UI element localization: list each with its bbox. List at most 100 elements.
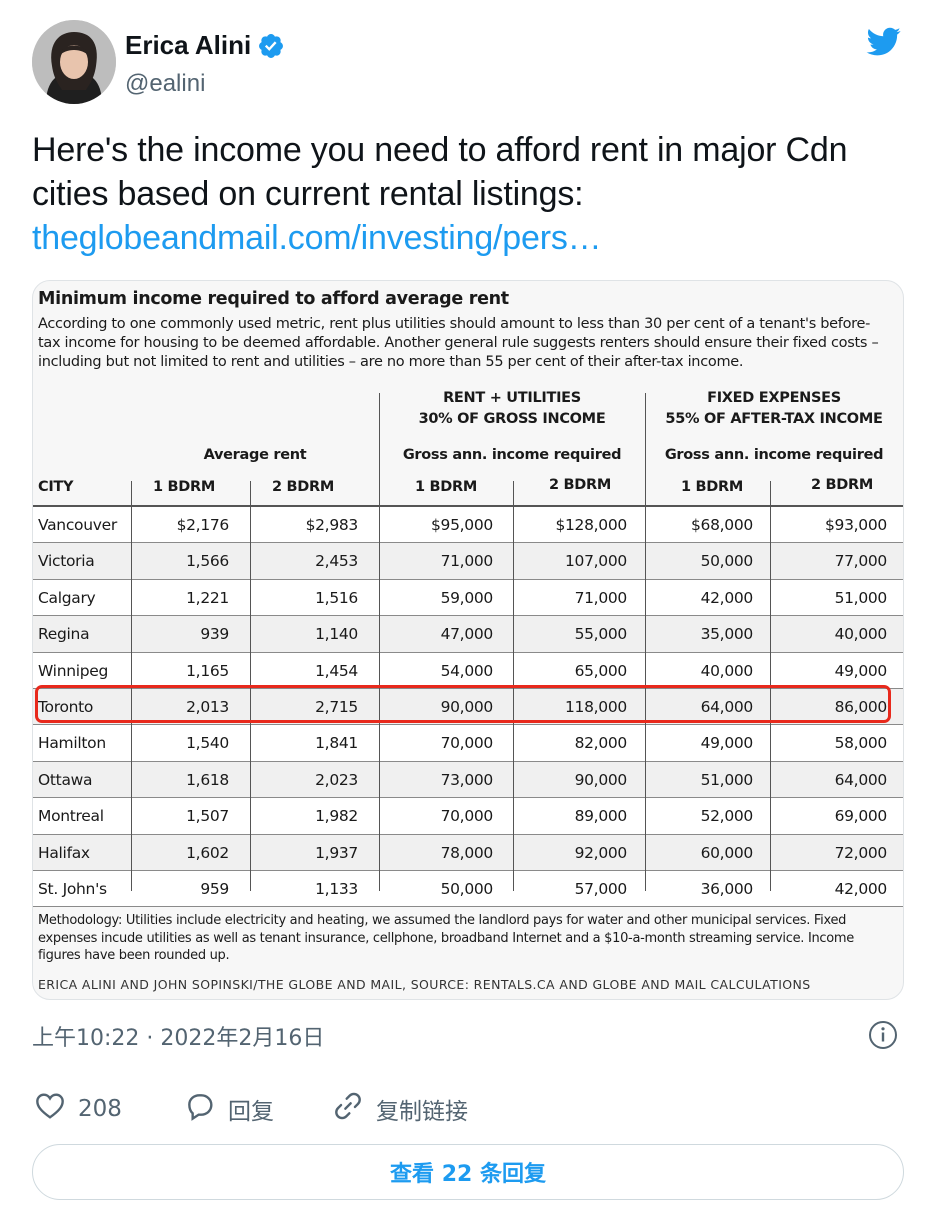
value-cell: 1,221 (186, 588, 229, 607)
value-cell: 51,000 (700, 770, 754, 789)
colhdr-rent-2bdrm: 2 BDRM (272, 479, 335, 495)
value-cell: 2,453 (315, 552, 358, 571)
copy-link-button[interactable]: 复制链接 (332, 1090, 468, 1128)
tweet-timestamp[interactable]: 上午10:22 · 2022年2月16日 (32, 1026, 325, 1051)
value-cell: 2,013 (186, 698, 229, 716)
city-cell: Calgary (38, 588, 96, 607)
table-row: Toronto 2,013 2,715 90,000 118,000 64,000 86,0… (33, 689, 903, 726)
subheader-average-rent: Average rent (203, 447, 307, 463)
city-cell: St. John's (38, 880, 107, 898)
author-name[interactable]: Erica Alini (125, 30, 252, 60)
value-cell: 71,000 (440, 552, 494, 571)
table-row: St. John's 959 1,133 50,000 57,000 36,000 42,0… (33, 871, 903, 908)
group-header-rent-utilities: RENT + UTILITIES 30% OF GROSS INCOME (379, 388, 645, 430)
tweet-media-image[interactable]: Minimum income required to afford averag… (32, 280, 904, 1000)
value-cell: 64,000 (834, 770, 888, 789)
city-cell: Halifax (38, 843, 90, 862)
row-divider (33, 651, 903, 653)
value-cell: 959 (200, 880, 229, 898)
city-cell: Montreal (38, 807, 104, 826)
row-divider (33, 724, 903, 726)
tweet-action-bar: 208 回复 复制链接 (32, 1090, 892, 1130)
chart-description: According to one commonly used metric, r… (38, 316, 879, 370)
value-cell: $93,000 (825, 516, 887, 534)
group-header-fixed-expenses-line2: 55% OF AFTER-TAX INCOME (665, 411, 883, 427)
value-cell: 35,000 (700, 625, 754, 644)
row-divider (33, 797, 903, 799)
value-cell: 2,023 (315, 770, 358, 789)
row-divider (33, 578, 903, 580)
city-cell: Hamilton (38, 734, 106, 753)
city-cell: Toronto (38, 698, 94, 716)
view-replies-button[interactable]: 查看 22 条回复 (32, 1144, 904, 1200)
city-cell: Ottawa (38, 770, 93, 789)
value-cell: 2,715 (315, 698, 358, 716)
colhdr-rent-1bdrm: 1 BDRM (153, 479, 216, 495)
like-button[interactable]: 208 (34, 1090, 122, 1128)
tweet-text: Here's the income you need to afford ren… (32, 131, 848, 213)
row-divider (33, 542, 903, 544)
value-cell: $2,176 (176, 516, 230, 534)
value-cell: 1,566 (186, 552, 229, 571)
value-cell: 50,000 (700, 552, 754, 571)
value-cell: 1,133 (315, 880, 358, 898)
value-cell: 1,602 (186, 843, 229, 862)
value-cell: 60,000 (700, 843, 754, 862)
value-cell: 36,000 (700, 880, 754, 898)
value-cell: 92,000 (574, 843, 628, 862)
table-row: Calgary 1,221 1,516 59,000 71,000 42,000 51,00… (33, 579, 903, 617)
view-replies-label: 查看 22 条回复 (390, 1162, 546, 1187)
value-cell: 118,000 (565, 698, 627, 716)
row-divider (33, 760, 903, 762)
value-cell: 107,000 (565, 552, 627, 571)
value-cell: $68,000 (691, 516, 753, 534)
colhdr-fixed-2bdrm: 2 BDRM (811, 477, 874, 493)
value-cell: 42,000 (834, 880, 888, 898)
city-cell: Vancouver (38, 516, 117, 534)
twitter-bird-icon[interactable] (864, 24, 904, 58)
chart-title: Minimum income required to afford averag… (38, 289, 509, 309)
value-cell: 90,000 (440, 698, 494, 716)
colhdr-util-2bdrm: 2 BDRM (549, 477, 612, 493)
value-cell: $128,000 (555, 516, 627, 534)
value-cell: $95,000 (431, 516, 493, 534)
author-avatar[interactable] (32, 20, 116, 104)
group-header-rent-utilities-line1: RENT + UTILITIES (443, 390, 581, 406)
group-header-fixed-expenses-line1: FIXED EXPENSES (707, 390, 841, 406)
tweet-header: Erica Alini @ealini (32, 20, 912, 110)
value-cell: 65,000 (574, 661, 628, 680)
author-handle[interactable]: @ealini (125, 70, 206, 97)
author-name-row[interactable]: Erica Alini (125, 30, 285, 61)
value-cell: 50,000 (440, 880, 494, 898)
colhdr-fixed-1bdrm: 1 BDRM (681, 479, 744, 495)
tweet-link[interactable]: theglobeandmail.com/investing/pers… (32, 219, 602, 257)
city-cell: Victoria (38, 552, 95, 571)
group-header-rent-utilities-line2: 30% OF GROSS INCOME (418, 411, 606, 427)
city-cell: Winnipeg (38, 661, 109, 680)
value-cell: 89,000 (574, 807, 628, 826)
value-cell: 51,000 (834, 588, 888, 607)
value-cell: 47,000 (440, 625, 494, 644)
like-count: 208 (78, 1096, 122, 1122)
value-cell: 1,540 (186, 734, 229, 753)
table-row: Hamilton 1,540 1,841 70,000 82,000 49,000 58,0… (33, 725, 903, 762)
colhdr-util-1bdrm: 1 BDRM (415, 479, 478, 495)
table-row: Winnipeg 1,165 1,454 54,000 65,000 40,000 49,0… (33, 652, 903, 689)
info-icon[interactable] (868, 1020, 898, 1050)
value-cell: 1,454 (315, 661, 358, 680)
tweet-body: Here's the income you need to afford ren… (32, 128, 912, 260)
value-cell: 55,000 (574, 625, 628, 644)
value-cell: 1,841 (315, 734, 358, 753)
group-divider (379, 393, 380, 891)
group-divider (645, 393, 646, 891)
value-cell: 77,000 (834, 552, 888, 571)
reply-label: 回复 (228, 1099, 274, 1125)
value-cell: 72,000 (834, 843, 888, 862)
value-cell: $2,983 (305, 516, 359, 534)
reply-button[interactable]: 回复 (184, 1090, 274, 1128)
value-cell: 58,000 (834, 734, 888, 753)
group-header-fixed-expenses: FIXED EXPENSES 55% OF AFTER-TAX INCOME (645, 388, 903, 430)
value-cell: 78,000 (440, 843, 494, 862)
value-cell: 90,000 (574, 770, 628, 789)
colhdr-city: CITY (38, 479, 74, 495)
